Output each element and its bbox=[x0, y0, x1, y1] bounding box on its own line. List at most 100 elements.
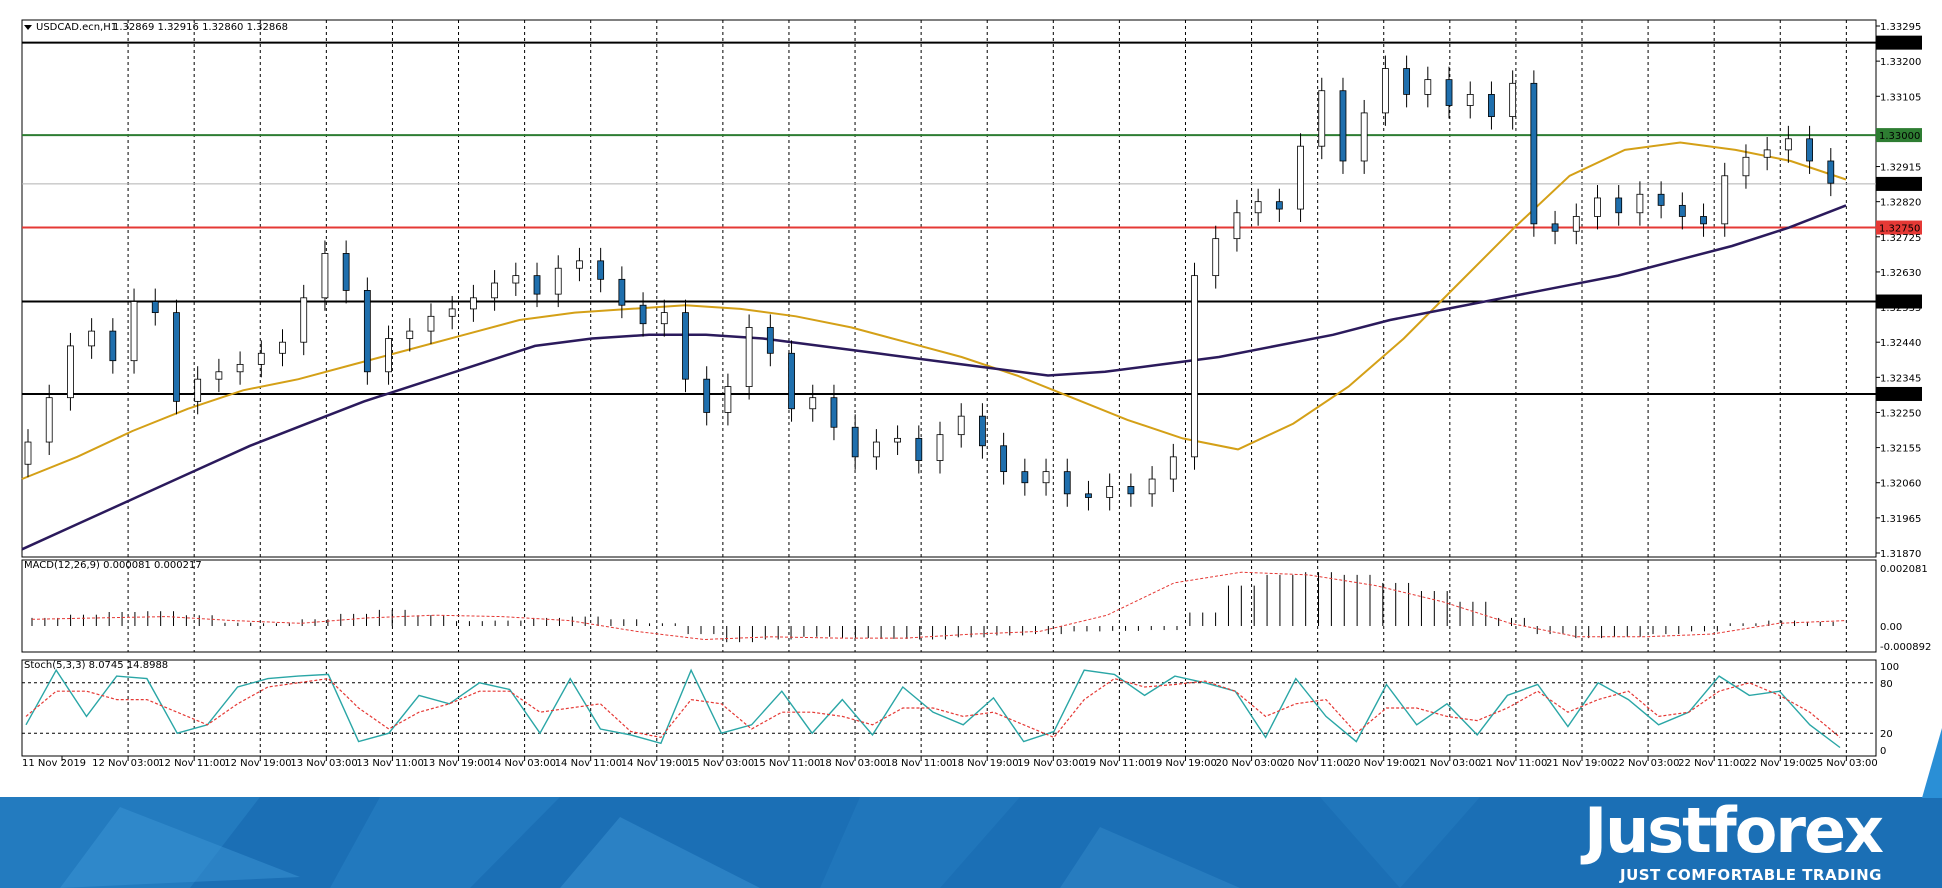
candle-body bbox=[1572, 216, 1580, 232]
candle-body bbox=[1063, 471, 1071, 495]
candle-body bbox=[724, 386, 732, 413]
stoch-y-label: 100 bbox=[1880, 662, 1899, 673]
brand-tagline: JUST COMFORTABLE TRADING bbox=[1619, 866, 1882, 884]
y-tick-label: 1.33105 bbox=[1880, 92, 1921, 103]
x-tick-label: 21 Nov 11:00 bbox=[1480, 758, 1547, 769]
candle-body bbox=[1381, 68, 1389, 114]
macd-panel: 0.002081 0.00 -0.000892 bbox=[31, 564, 1931, 653]
corner-accent bbox=[1922, 728, 1942, 798]
candle-body bbox=[1700, 216, 1707, 225]
level-label: 1.32550 bbox=[1879, 298, 1920, 309]
candle-body bbox=[1297, 145, 1304, 210]
macd-signal-line bbox=[31, 571, 1847, 641]
candle-body bbox=[448, 308, 456, 317]
current-price-box bbox=[1876, 176, 1922, 191]
candle-body bbox=[1000, 445, 1008, 473]
candle-body bbox=[766, 327, 774, 354]
panel-frame-0 bbox=[21, 19, 1877, 558]
candle-body bbox=[1085, 493, 1092, 498]
candle-body bbox=[851, 426, 859, 458]
x-tick-label: 18 Nov 03:00 bbox=[819, 758, 886, 769]
candle-body bbox=[597, 260, 605, 280]
ohlc-readout: 1.32869 1.32916 1.32860 1.32868 bbox=[113, 22, 288, 33]
candle-body bbox=[894, 437, 901, 443]
candle-body bbox=[745, 327, 753, 387]
y-tick-label: 1.31965 bbox=[1880, 514, 1921, 525]
x-tick-label: 14 Nov 03:00 bbox=[489, 758, 556, 769]
y-tick-label: 1.32060 bbox=[1880, 479, 1921, 490]
x-tick-label: 13 Nov 03:00 bbox=[290, 758, 357, 769]
brand-logo: Justforex JUST COMFORTABLE TRADING bbox=[1584, 794, 1884, 885]
candle-body bbox=[1042, 471, 1050, 484]
x-tick-label: 18 Nov 11:00 bbox=[885, 758, 952, 769]
candle-body bbox=[1318, 90, 1326, 147]
level-label: 1.32750 bbox=[1879, 224, 1920, 235]
candle-body bbox=[576, 260, 583, 269]
x-tick-label: 22 Nov 19:00 bbox=[1744, 758, 1811, 769]
candle-body bbox=[427, 315, 435, 332]
candle-body bbox=[809, 397, 817, 410]
symbol-label[interactable]: USDCAD.ecn,H1 bbox=[36, 22, 117, 33]
candle-body bbox=[1509, 82, 1517, 118]
y-tick-label: 1.32915 bbox=[1880, 163, 1921, 174]
candle-body bbox=[236, 363, 244, 373]
level-label-box bbox=[1876, 128, 1922, 143]
candle-body bbox=[321, 253, 329, 299]
horizontal-levels: 1.33250 1.33000 1.32750 1.32550 1.32300 1.328… bbox=[22, 35, 1922, 401]
candle-body bbox=[1233, 212, 1241, 240]
level-label-box bbox=[1876, 220, 1922, 235]
candle-body bbox=[363, 290, 371, 373]
chart-frame bbox=[21, 19, 1877, 757]
candle-body bbox=[788, 352, 795, 410]
candle-body bbox=[1424, 79, 1432, 95]
candle-body bbox=[512, 275, 520, 284]
candle-body bbox=[554, 267, 562, 295]
candle-body bbox=[1678, 204, 1686, 217]
x-tick-label: 14 Nov 11:00 bbox=[555, 758, 622, 769]
symbol-dropdown-arrow[interactable] bbox=[24, 25, 32, 30]
x-tick-label: 18 Nov 19:00 bbox=[951, 758, 1018, 769]
x-tick-label: 12 Nov 19:00 bbox=[224, 758, 291, 769]
candle-body bbox=[109, 330, 117, 362]
candle-body bbox=[45, 397, 53, 443]
y-tick-label: 1.32820 bbox=[1880, 198, 1921, 209]
candle-body bbox=[88, 330, 96, 347]
stoch-label: Stoch(5,3,3) 8.0745 14.8988 bbox=[24, 660, 168, 671]
candle-body bbox=[1403, 68, 1411, 95]
y-tick-label: 1.33295 bbox=[1880, 22, 1921, 33]
current-price-label: 1.32868 bbox=[1879, 180, 1920, 191]
candle-body bbox=[24, 441, 32, 465]
brand-name: Justforex bbox=[1584, 794, 1884, 867]
candle-body bbox=[1551, 223, 1559, 232]
candle-body bbox=[342, 253, 350, 291]
y-tick-label: 1.32155 bbox=[1880, 444, 1921, 455]
candle-body bbox=[1191, 275, 1198, 458]
x-tick-label: 12 Nov 11:00 bbox=[158, 758, 225, 769]
candle-body bbox=[1806, 138, 1813, 162]
macd-y-label: -0.000892 bbox=[1880, 642, 1931, 653]
candle-body bbox=[1615, 197, 1623, 214]
moving-averages bbox=[21, 141, 1847, 551]
candle-body bbox=[1339, 90, 1347, 162]
candle-body bbox=[385, 338, 392, 373]
candle-body bbox=[1742, 156, 1750, 177]
candle-body bbox=[1106, 486, 1114, 498]
candle-body bbox=[151, 301, 159, 314]
macd-label: MACD(12,26,9) 0.000081 0.000217 bbox=[24, 560, 202, 571]
stoch-y-label: 0 bbox=[1880, 746, 1886, 757]
level-label-box bbox=[1876, 386, 1922, 401]
stoch-main-line bbox=[25, 668, 1841, 749]
candle-body bbox=[1488, 94, 1495, 118]
candle-body bbox=[194, 378, 202, 402]
x-tick-label: 11 Nov 2019 bbox=[22, 758, 86, 769]
x-tick-label: 13 Nov 11:00 bbox=[356, 758, 423, 769]
stoch-y-label: 80 bbox=[1880, 679, 1893, 690]
y-tick-label: 1.32725 bbox=[1880, 233, 1921, 244]
candle-body bbox=[1212, 238, 1220, 277]
candle-body bbox=[469, 297, 477, 310]
ma-slow-line bbox=[21, 204, 1847, 551]
candle-body bbox=[1530, 82, 1538, 225]
y-tick-label: 1.32535 bbox=[1880, 303, 1921, 314]
candle-body bbox=[406, 330, 414, 339]
